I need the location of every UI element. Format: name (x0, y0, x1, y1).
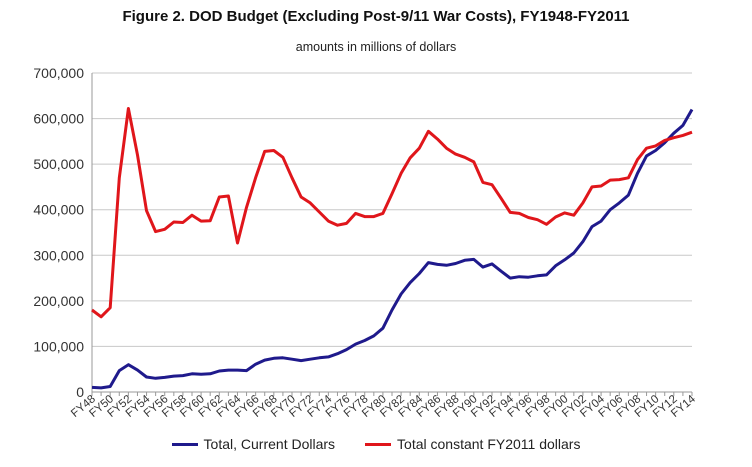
legend: Total, Current Dollars Total constant FY… (0, 436, 752, 452)
grid-lines (92, 72, 692, 393)
legend-label-current-dollars: Total, Current Dollars (203, 436, 336, 452)
y-tick-label: 600,000 (33, 111, 84, 127)
y-tick-label: 100,000 (33, 338, 84, 354)
legend-item-constant-dollars: Total constant FY2011 dollars (365, 436, 580, 452)
legend-item-current-dollars: Total, Current Dollars (171, 436, 336, 452)
y-tick-label: 0 (76, 384, 84, 400)
legend-swatch-constant-dollars (365, 442, 392, 446)
chart-title: Figure 2. DOD Budget (Excluding Post-9/1… (122, 8, 630, 25)
line-chart: 0 100,000 200,000 300,000 400,000 500,000 600,… (33, 65, 698, 420)
legend-swatch-current-dollars (171, 442, 198, 446)
series-lines (91, 107, 694, 390)
x-axis: FY48FY50FY52FY54FY56FY58FY60FY62FY64FY66… (69, 391, 698, 420)
series-line-1 (91, 107, 693, 319)
y-tick-label: 500,000 (33, 156, 84, 172)
y-axis: 0 100,000 200,000 300,000 400,000 500,000 600,… (33, 65, 93, 400)
y-tick-label: 200,000 (33, 293, 84, 309)
y-tick-label: 400,000 (33, 202, 84, 218)
y-tick-label: 700,000 (33, 65, 84, 81)
series-line-0 (91, 108, 694, 390)
chart-subtitle: amounts in millions of dollars (295, 40, 457, 54)
legend-label-constant-dollars: Total constant FY2011 dollars (397, 436, 581, 452)
y-tick-label: 300,000 (33, 247, 84, 263)
